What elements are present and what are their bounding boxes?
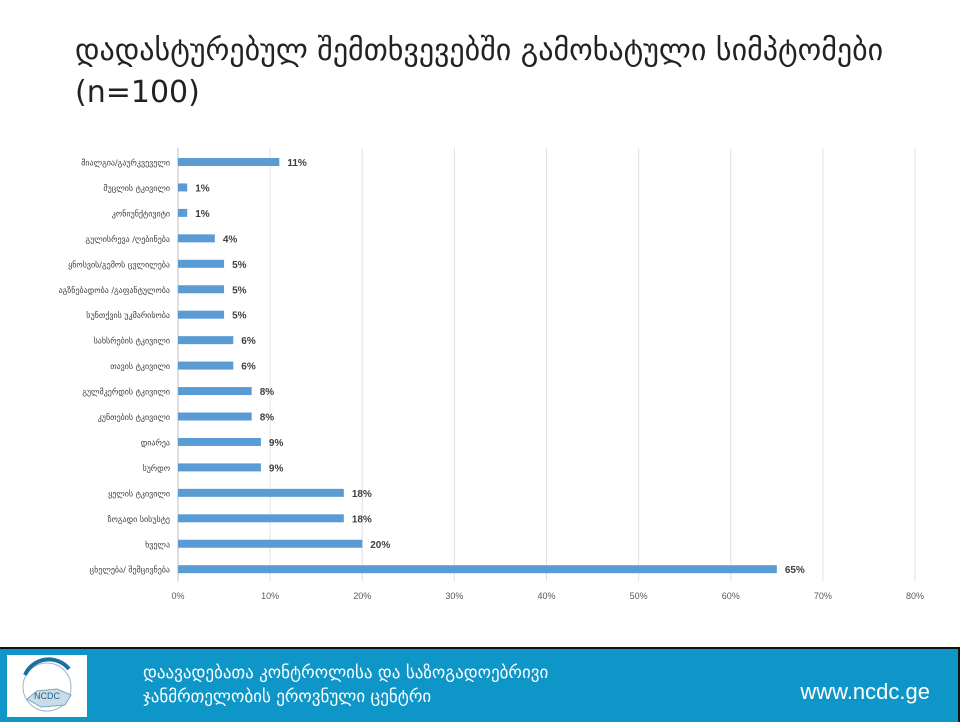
category-label: დიარეა xyxy=(141,437,170,447)
data-label: 5% xyxy=(232,311,247,322)
bar xyxy=(178,437,261,446)
category-label: სურდო xyxy=(142,463,170,473)
bar xyxy=(178,310,225,319)
data-label: 5% xyxy=(232,285,247,296)
data-label: 1% xyxy=(195,209,210,220)
x-tick-label: 20% xyxy=(353,591,371,601)
x-tick-label: 40% xyxy=(537,591,555,601)
category-label: ცხელება/ შემცივნება xyxy=(90,565,170,575)
data-label: 11% xyxy=(287,158,307,169)
data-label: 9% xyxy=(269,438,284,449)
data-label: 1% xyxy=(195,183,210,194)
data-label: 4% xyxy=(223,234,238,245)
data-label: 18% xyxy=(352,514,372,525)
organization-name: დაავადებათა კონტროლისა და საზოგადოებრივი… xyxy=(143,661,548,709)
x-tick-label: 50% xyxy=(630,591,648,601)
data-label: 8% xyxy=(260,413,275,424)
footer-banner: NCDC დაავადებათა კონტროლისა და საზოგადოე… xyxy=(0,647,960,722)
category-label: გულისრევა /ღებინება xyxy=(85,234,170,244)
category-label: სუნთქვის უკმარისობა xyxy=(86,310,170,320)
x-tick-label: 10% xyxy=(261,591,279,601)
bar xyxy=(178,539,363,548)
category-label: კუნთების ტკივილი xyxy=(98,412,170,422)
category-label: სახსრების ტკივილი xyxy=(94,336,170,346)
category-label: მიალგია/გაურკვეველი xyxy=(81,158,170,168)
data-label: 6% xyxy=(241,362,256,373)
data-label: 20% xyxy=(370,540,390,551)
x-tick-label: 0% xyxy=(171,591,184,601)
bar xyxy=(178,565,777,574)
bar xyxy=(178,361,234,370)
ncdc-logo: NCDC xyxy=(7,655,87,717)
slide-title: დადასტურებულ შემთხვევებში გამოხატული სიმ… xyxy=(75,33,884,110)
data-label: 5% xyxy=(232,260,247,271)
svg-text:NCDC: NCDC xyxy=(34,691,60,701)
bar xyxy=(178,234,215,243)
category-label: აგზნებადობა /გაფანტულობა xyxy=(59,285,170,295)
bar xyxy=(178,336,234,345)
x-tick-label: 60% xyxy=(722,591,740,601)
x-tick-label: 80% xyxy=(906,591,924,601)
bar xyxy=(178,158,280,166)
category-label: მუცლის ტკივილი xyxy=(103,183,170,193)
bar xyxy=(178,183,188,192)
data-label: 65% xyxy=(785,565,805,576)
data-label: 9% xyxy=(269,463,284,474)
category-label: ხველა xyxy=(145,539,170,549)
category-label: ყელის ტკივილი xyxy=(108,488,170,498)
bar xyxy=(178,412,252,421)
category-label: გულმკერდის ტკივილი xyxy=(82,387,170,397)
bar xyxy=(178,387,252,396)
category-label: ზოგადი სისუსტე xyxy=(108,514,170,524)
category-label: თავის ტკივილი xyxy=(110,361,170,371)
x-tick-label: 70% xyxy=(814,591,832,601)
x-tick-label: 30% xyxy=(445,591,463,601)
bar xyxy=(178,285,225,294)
bar xyxy=(178,514,344,523)
category-label: კონიუნქტივიტი xyxy=(112,208,170,218)
bar xyxy=(178,259,225,268)
data-label: 6% xyxy=(241,336,256,347)
org-line-1: დაავადებათა კონტროლისა და საზოგადოებრივი xyxy=(143,663,549,683)
data-label: 18% xyxy=(352,489,372,500)
globe-logo-icon: NCDC xyxy=(22,657,72,712)
bar xyxy=(178,463,261,472)
org-line-2: ჯანმრთელობის ეროვნული ცენტრი xyxy=(143,687,432,707)
category-label: ყნოსვის/გემოს ცვლილება xyxy=(68,259,170,269)
bar-chart: 0% 10% 20% 30% 40% 50% 60% 70% 80% მიალგია/გაურკვ… xyxy=(59,148,924,601)
data-label: 8% xyxy=(260,387,275,398)
website-link[interactable]: www.ncdc.ge xyxy=(800,679,930,704)
bar xyxy=(178,208,188,217)
bar xyxy=(178,488,344,497)
